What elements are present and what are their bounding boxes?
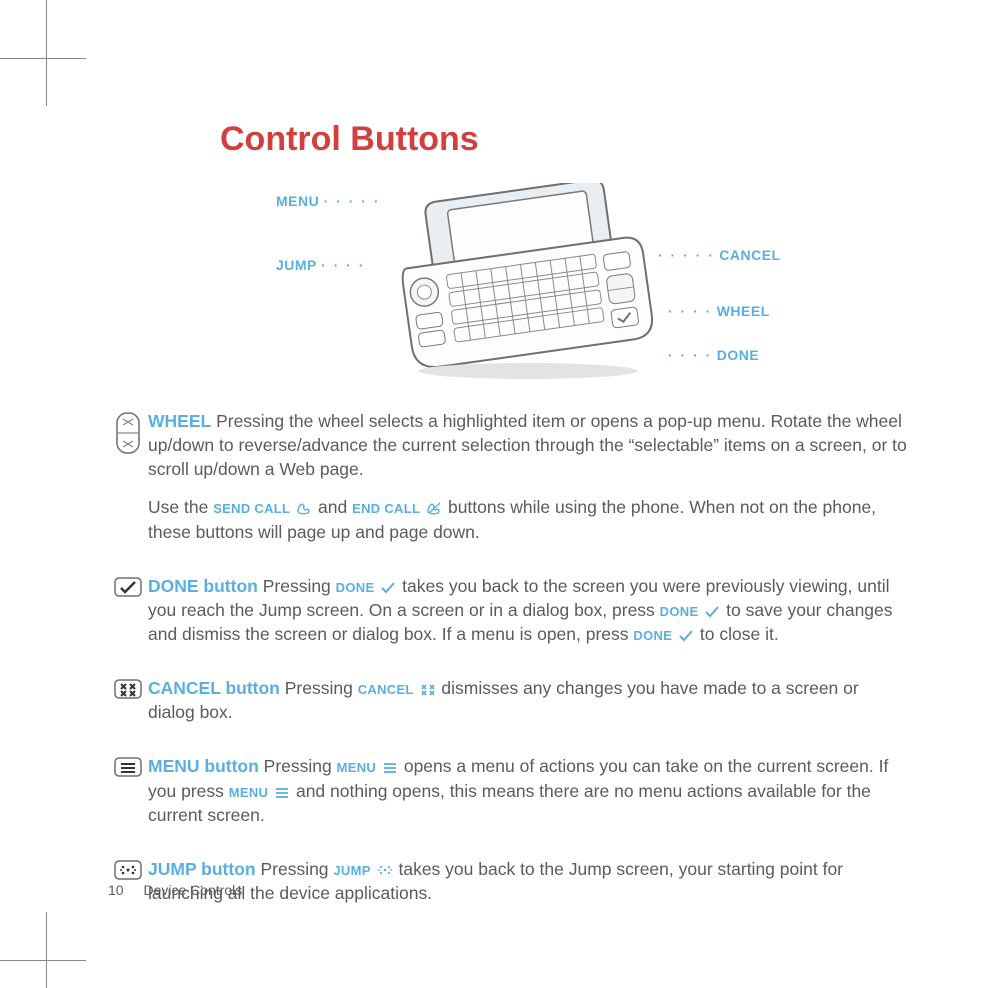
wheel-text-1: WHEEL Pressing the wheel selects a highl…	[148, 409, 908, 481]
section-menu: MENU button Pressing MENU opens a menu o…	[108, 754, 908, 840]
diagram-label-jump: JUMP · · · ·	[276, 257, 365, 273]
cancel-text: CANCEL button Pressing CANCEL dismisses …	[148, 676, 908, 724]
page-footer: 10 Device Controls	[108, 882, 242, 898]
page-number: 10	[108, 882, 124, 898]
menu-mini-icon	[381, 756, 399, 770]
page-title: Control Buttons	[220, 120, 908, 159]
page-content: Control Buttons MENU · · · · · JUMP · · …	[108, 120, 908, 935]
footer-section-name: Device Controls	[143, 882, 242, 898]
section-cancel: CANCEL button Pressing CANCEL dismisses …	[108, 676, 908, 738]
done-mini-icon	[703, 600, 721, 614]
done-text: DONE button Pressing DONE takes you back…	[148, 574, 908, 646]
wheel-icon	[108, 409, 148, 558]
diagram-label-done: · · · · DONE	[668, 347, 759, 363]
jump-text: JUMP button Pressing JUMP takes you back…	[148, 857, 908, 905]
done-mini-icon	[677, 624, 695, 638]
cancel-icon	[108, 676, 148, 738]
device-diagram: MENU · · · · · JUMP · · · · · · · · · CA…	[108, 175, 908, 385]
menu-mini-icon	[273, 781, 291, 795]
send-call-icon	[295, 497, 313, 511]
wheel-text-2: Use the SEND CALL and END CALL buttons w…	[148, 495, 908, 543]
done-icon	[108, 574, 148, 660]
done-mini-icon	[379, 576, 397, 590]
menu-text: MENU button Pressing MENU opens a menu o…	[148, 754, 908, 826]
diagram-label-menu: MENU · · · · ·	[276, 193, 381, 209]
menu-icon	[108, 754, 148, 840]
cancel-mini-icon	[419, 678, 437, 692]
section-done: DONE button Pressing DONE takes you back…	[108, 574, 908, 660]
diagram-label-cancel: · · · · · CANCEL	[658, 247, 781, 263]
diagram-label-wheel: · · · · WHEEL	[668, 303, 770, 319]
end-call-icon	[425, 497, 443, 511]
section-wheel: WHEEL Pressing the wheel selects a highl…	[108, 409, 908, 558]
jump-mini-icon	[376, 859, 394, 873]
device-illustration	[378, 183, 658, 373]
